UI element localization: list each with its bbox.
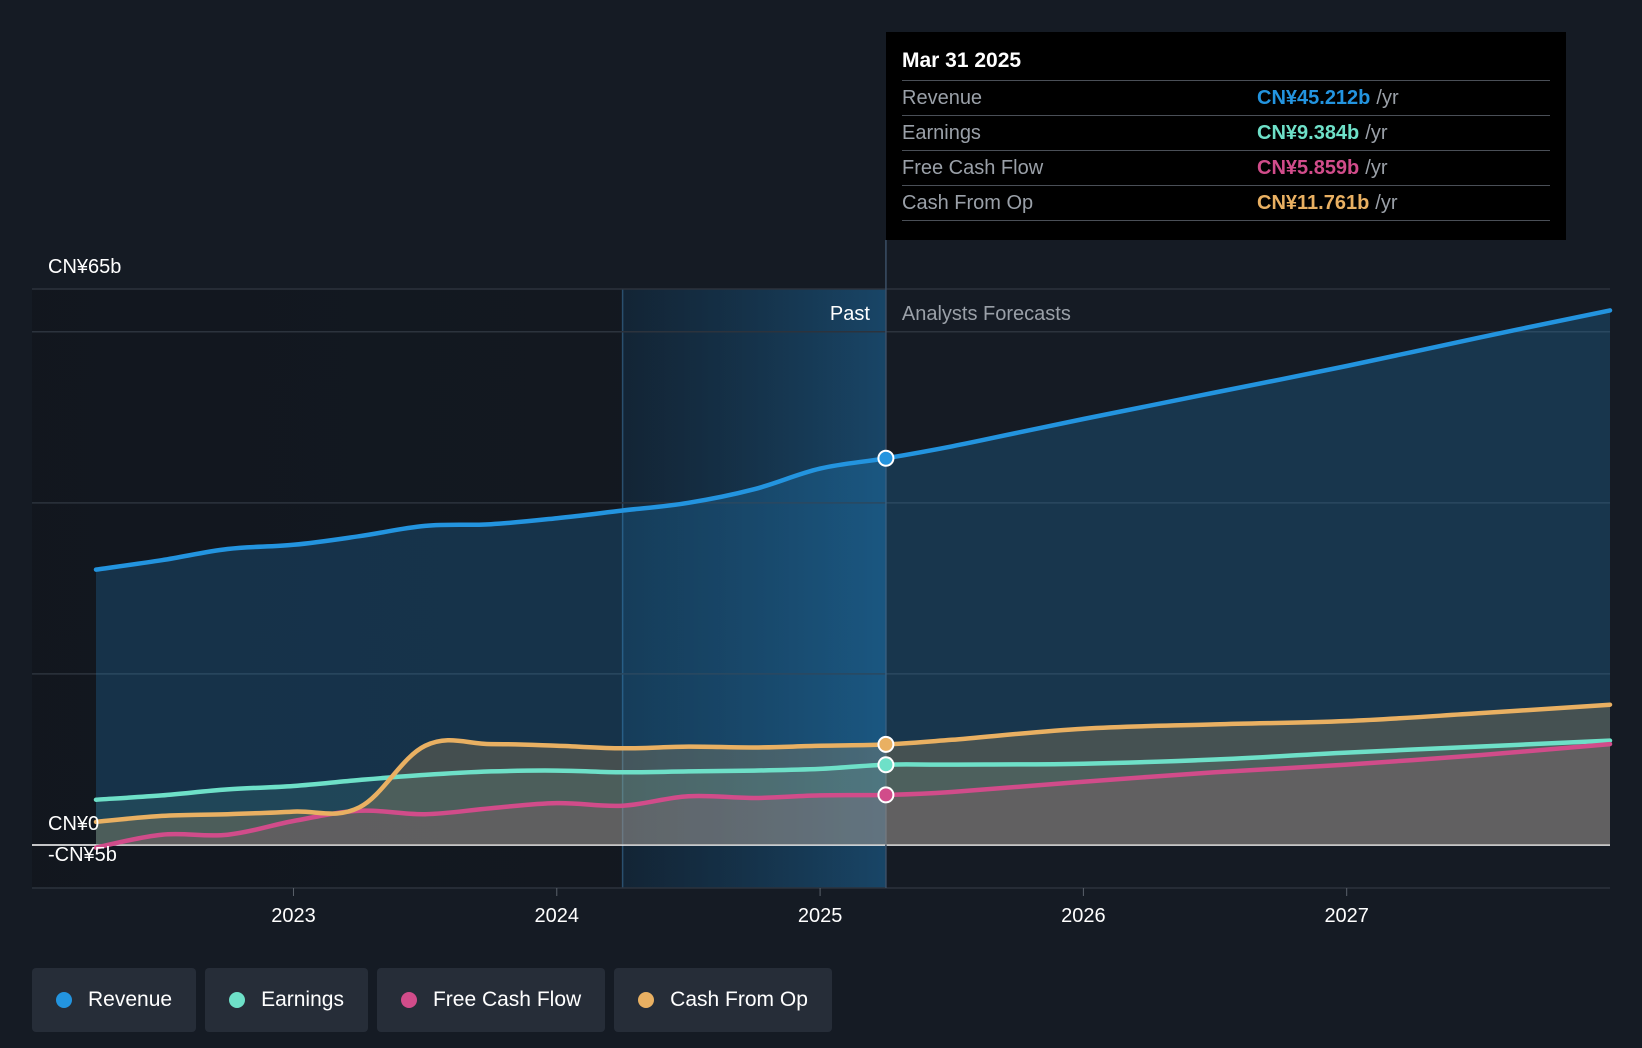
tooltip-label: Free Cash Flow [902, 156, 1044, 179]
legend-item-free-cash-flow[interactable]: Free Cash Flow [376, 968, 606, 1032]
earnings-area [96, 740, 1610, 845]
earnings-line [93, 738, 1613, 802]
tooltip-unit: /yr [1365, 156, 1388, 179]
tooltip-row-earnings: Earnings CN¥9.384b /yr [902, 115, 1550, 150]
tooltip-label: Cash From Op [902, 191, 1034, 214]
revenue-area [96, 310, 1610, 845]
tooltip-row-revenue: Revenue CN¥45.212b /yr [902, 80, 1550, 115]
y-axis-label: CN¥65b [48, 256, 121, 278]
y-axis-label: CN¥0 [48, 813, 99, 835]
y-axis-label: -CN¥5b [48, 844, 117, 866]
x-tick-label: 2027 [1324, 905, 1369, 927]
cash-from-op-dot-icon [638, 992, 655, 1008]
earnings-dot-icon [229, 992, 246, 1008]
revenue-marker [877, 449, 895, 467]
free-cash-flow-dot-icon [400, 992, 417, 1008]
legend-label: Free Cash Flow [432, 988, 582, 1011]
tooltip-label: Earnings [902, 121, 981, 144]
cash-from-op-marker [877, 735, 895, 753]
legend-label: Revenue [88, 988, 173, 1011]
past-label: Past [830, 303, 870, 325]
earnings-marker [877, 756, 895, 774]
highlight-region [622, 289, 886, 888]
legend: Revenue Earnings Free Cash Flow Cash Fro… [32, 968, 832, 1032]
legend-label: Cash From Op [670, 988, 808, 1011]
revenue-dot-icon [56, 992, 72, 1008]
free-cash-flow-marker [877, 786, 895, 804]
tooltip-label: Revenue [902, 86, 983, 109]
tooltip-value: CN¥11.761b [1257, 191, 1370, 214]
tooltip-value: CN¥5.859b [1257, 156, 1360, 179]
x-tick-label: 2025 [798, 905, 843, 927]
tooltip-value: CN¥9.384b [1257, 121, 1360, 144]
tooltip: Mar 31 2025 Revenue CN¥45.212b /yr Earni… [886, 32, 1566, 240]
tooltip-row-cash-from-op: Cash From Op CN¥11.761b /yr [902, 185, 1550, 221]
forecast-label: Analysts Forecasts [902, 303, 1071, 325]
legend-item-earnings[interactable]: Earnings [205, 968, 368, 1032]
tooltip-value: CN¥45.212b [1257, 86, 1371, 109]
tooltip-unit: /yr [1365, 121, 1388, 144]
tooltip-row-free-cash-flow: Free Cash Flow CN¥5.859b /yr [902, 150, 1550, 185]
x-tick-label: 2026 [1061, 905, 1106, 927]
legend-item-cash-from-op[interactable]: Cash From Op [614, 968, 832, 1032]
revenue-line [93, 308, 1613, 572]
cash-from-op-line [93, 702, 1613, 825]
tooltip-date: Mar 31 2025 [902, 49, 1022, 72]
tooltip-unit: /yr [1375, 191, 1398, 214]
free-cash-flow-line [93, 741, 1613, 850]
x-tick-label: 2023 [271, 905, 316, 927]
tooltip-unit: /yr [1376, 86, 1399, 109]
legend-item-revenue[interactable]: Revenue [32, 968, 197, 1032]
legend-label: Earnings [261, 988, 344, 1011]
x-tick-label: 2024 [535, 905, 580, 927]
